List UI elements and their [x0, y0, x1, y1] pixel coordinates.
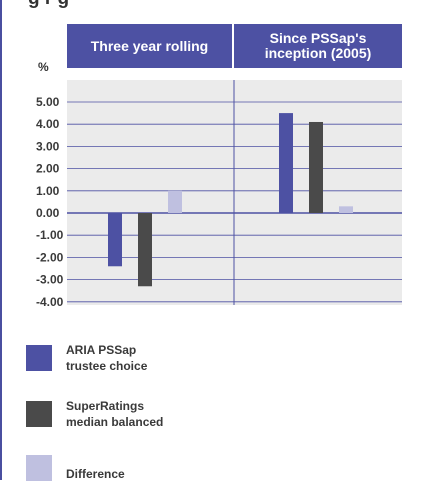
legend-swatch-difference — [26, 455, 52, 481]
header-separator — [232, 24, 234, 68]
legend-swatch-superratings — [26, 401, 52, 427]
legend-aria-line1: ARIA PSSap — [66, 343, 137, 357]
y-tick-label: 0.00 — [36, 206, 60, 220]
legend-difference-line1: Difference — [66, 467, 125, 481]
legend-aria-line2: trustee choice — [66, 359, 148, 373]
y-tick-label: 5.00 — [36, 95, 60, 109]
legend-superratings-line2: median balanced — [66, 415, 164, 429]
legend-item-aria: ARIA PSSap trustee choice — [26, 342, 147, 374]
y-tick-label: 3.00 — [36, 139, 60, 153]
chart-header: Three year rolling Since PSSap's incepti… — [67, 24, 402, 68]
header-three-year-rolling: Three year rolling — [90, 37, 209, 54]
bar-2-1 — [339, 206, 353, 213]
bar-0-0 — [108, 213, 122, 267]
y-tick-label: 4.00 — [36, 117, 60, 131]
bar-1-0 — [138, 213, 152, 287]
header-since-line2: inception (2005) — [264, 45, 372, 61]
left-border-rule — [0, 0, 2, 480]
legend-item-difference: Difference — [26, 454, 125, 482]
y-tick-label: 2.00 — [36, 162, 60, 176]
y-tick-label: 1.00 — [36, 184, 60, 198]
y-tick-label: -2.00 — [36, 250, 64, 264]
legend-item-superratings: SuperRatings median balanced — [26, 398, 163, 430]
bar-2-0 — [168, 190, 182, 213]
header-since-inception: Since PSSap's inception (2005) — [234, 24, 402, 68]
y-tick-label: -3.00 — [36, 273, 64, 287]
bar-1-1 — [309, 121, 323, 213]
y-tick-label: -4.00 — [36, 295, 64, 309]
bar-0-1 — [279, 113, 293, 213]
y-axis-unit-label: % — [38, 60, 49, 74]
header-since-line1: Since PSSap's — [269, 30, 367, 46]
y-tick-label: -1.00 — [36, 228, 64, 242]
cropped-heading-fragment: g r g — [28, 0, 69, 10]
legend-superratings-line1: SuperRatings — [66, 399, 145, 413]
legend-swatch-aria — [26, 345, 52, 371]
